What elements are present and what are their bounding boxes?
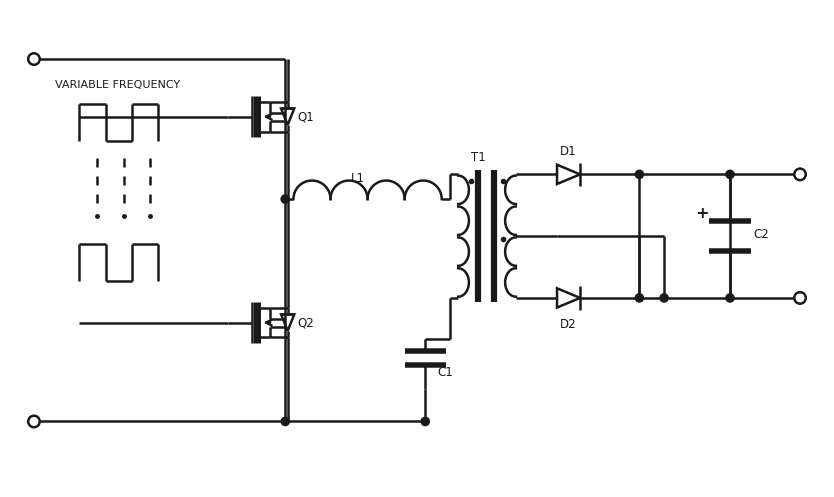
Circle shape bbox=[421, 417, 430, 425]
Text: +: + bbox=[696, 206, 709, 221]
Circle shape bbox=[794, 292, 806, 304]
Text: D2: D2 bbox=[560, 318, 577, 331]
Circle shape bbox=[28, 415, 40, 427]
Circle shape bbox=[726, 294, 734, 302]
Circle shape bbox=[660, 294, 668, 302]
Text: Q1: Q1 bbox=[298, 110, 314, 123]
Text: C1: C1 bbox=[438, 366, 454, 379]
Circle shape bbox=[281, 417, 289, 425]
Circle shape bbox=[636, 294, 644, 302]
Text: C2: C2 bbox=[753, 228, 769, 241]
Circle shape bbox=[281, 195, 289, 203]
Text: VARIABLE FREQUENCY: VARIABLE FREQUENCY bbox=[54, 80, 179, 90]
Text: L1: L1 bbox=[351, 172, 365, 185]
Circle shape bbox=[726, 170, 734, 178]
Text: T1: T1 bbox=[470, 152, 485, 165]
Text: Q2: Q2 bbox=[298, 316, 314, 329]
Text: D1: D1 bbox=[560, 145, 577, 158]
Circle shape bbox=[28, 53, 40, 65]
Circle shape bbox=[794, 168, 806, 180]
Circle shape bbox=[636, 170, 644, 178]
